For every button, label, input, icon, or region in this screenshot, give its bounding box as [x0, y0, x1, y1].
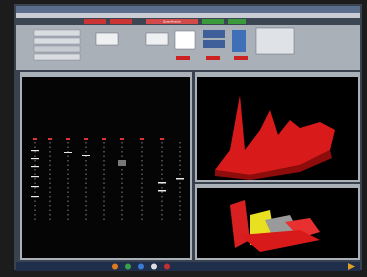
- band: [31, 166, 39, 167]
- taskbar-icon[interactable]: [112, 264, 118, 270]
- band: [176, 178, 184, 180]
- band: [31, 150, 39, 151]
- list-box[interactable]: [175, 31, 195, 49]
- nav-item[interactable]: [34, 30, 80, 36]
- button-red[interactable]: [176, 56, 190, 60]
- taskbar: [16, 262, 360, 271]
- gel-image: [22, 77, 190, 258]
- tab[interactable]: [84, 19, 106, 24]
- taskbar-icon[interactable]: [125, 264, 131, 270]
- button-red[interactable]: [206, 56, 220, 60]
- taskbar-icon[interactable]: [151, 264, 157, 270]
- band: [158, 182, 166, 184]
- well: [33, 138, 37, 140]
- band-smear: [118, 160, 126, 166]
- options-panel: [256, 28, 294, 54]
- band: [31, 196, 39, 197]
- band: [82, 155, 90, 156]
- well: [66, 138, 70, 140]
- nav-item[interactable]: [34, 38, 80, 44]
- band: [31, 176, 39, 177]
- button[interactable]: [203, 40, 225, 48]
- nav-item[interactable]: [34, 46, 80, 52]
- band: [31, 186, 39, 187]
- band: [158, 190, 166, 192]
- well: [102, 138, 106, 140]
- tab[interactable]: [228, 19, 246, 24]
- taskbar-icon[interactable]: [138, 264, 144, 270]
- well: [140, 138, 144, 140]
- band: [31, 158, 39, 159]
- input-box[interactable]: [146, 33, 168, 45]
- nav-item[interactable]: [34, 54, 80, 60]
- well: [120, 138, 124, 140]
- button-red[interactable]: [234, 56, 248, 60]
- taskbar-icon[interactable]: [164, 264, 170, 270]
- button-group[interactable]: [232, 30, 246, 52]
- input-box[interactable]: [96, 33, 118, 45]
- tab[interactable]: [110, 19, 132, 24]
- button[interactable]: [203, 30, 225, 38]
- well: [48, 138, 52, 140]
- well: [160, 138, 164, 140]
- well: [84, 138, 88, 140]
- menu-bar: [16, 13, 360, 18]
- tab-label: Quantification: [163, 19, 182, 23]
- title-bar: [16, 6, 360, 13]
- band: [64, 152, 72, 153]
- screenshot: Quantification: [0, 0, 367, 277]
- tab[interactable]: [202, 19, 224, 24]
